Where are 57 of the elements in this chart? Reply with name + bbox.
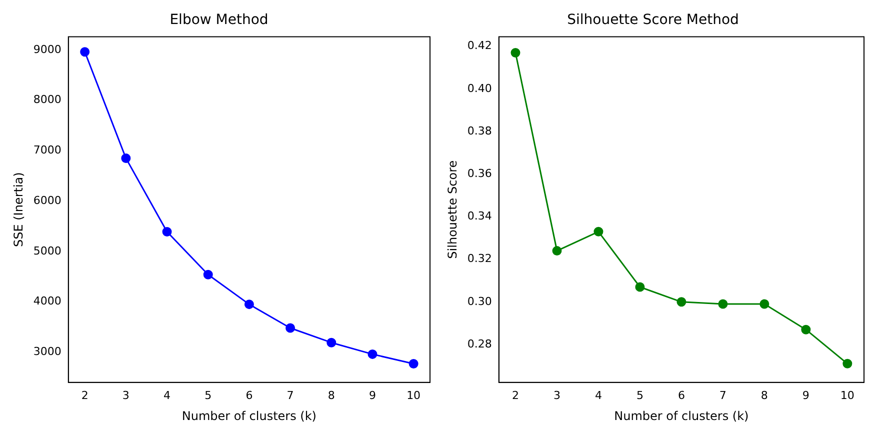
x-tick-label: 10 — [840, 388, 854, 402]
y-tick-label: 0.42 — [467, 39, 492, 52]
x-tick-label: 4 — [164, 388, 171, 402]
x-tick-label: 4 — [594, 388, 602, 402]
x-tick-label: 8 — [328, 388, 335, 402]
x-tick-label: 7 — [286, 388, 294, 402]
point — [162, 227, 172, 237]
y-tick-label: 3000 — [33, 345, 62, 358]
y-tick-label: 5000 — [33, 244, 62, 258]
y-tick-label: 0.30 — [467, 294, 492, 308]
point — [286, 323, 296, 333]
x-tick-label: 3 — [122, 388, 130, 402]
point — [80, 47, 90, 57]
y-tick-label: 0.28 — [467, 337, 492, 350]
point — [244, 300, 254, 310]
point — [326, 338, 336, 348]
y-tick-label: 9000 — [33, 42, 62, 56]
x-tick-label: 3 — [553, 388, 560, 402]
x-tick-label: 9 — [802, 388, 810, 402]
point — [718, 299, 728, 309]
y-tick-label: 0.40 — [467, 82, 492, 95]
point — [408, 359, 418, 369]
point — [635, 282, 645, 292]
x-tick-label: 10 — [406, 388, 421, 402]
chart-title: Silhouette Score Method — [567, 12, 739, 28]
x-tick-label: 8 — [760, 388, 768, 402]
point — [510, 48, 520, 58]
x-tick-label: 6 — [246, 388, 253, 402]
point — [594, 226, 604, 236]
chart-title: Elbow Method — [170, 12, 268, 28]
point — [676, 297, 686, 307]
y-tick-label: 6000 — [33, 194, 62, 207]
point — [368, 349, 378, 359]
y-tick-label: 8000 — [33, 93, 62, 106]
y-axis-title: SSE (Inertia) — [11, 172, 26, 248]
y-tick-label: 0.32 — [467, 252, 492, 266]
y-axis-title: Silhouette Score — [445, 160, 460, 259]
x-tick-label: 2 — [81, 388, 88, 402]
point — [121, 153, 131, 163]
y-tick-label: 0.34 — [467, 210, 492, 223]
x-axis-title: Number of clusters (k) — [182, 408, 316, 423]
point — [801, 324, 811, 334]
x-tick-label: 7 — [719, 388, 726, 402]
x-tick-label: 2 — [512, 388, 519, 402]
x-tick-label: 9 — [368, 388, 376, 402]
point — [552, 246, 562, 256]
point — [203, 270, 213, 280]
x-tick-label: 5 — [636, 388, 644, 402]
x-tick-label: 5 — [204, 388, 212, 402]
point — [760, 299, 770, 309]
x-tick-label: 6 — [678, 388, 685, 402]
point — [842, 358, 852, 368]
x-axis-title: Number of clusters (k) — [614, 408, 749, 423]
y-tick-label: 0.38 — [467, 124, 492, 138]
y-tick-label: 0.36 — [467, 167, 492, 180]
y-tick-label: 4000 — [33, 294, 62, 308]
y-tick-label: 7000 — [33, 144, 62, 157]
